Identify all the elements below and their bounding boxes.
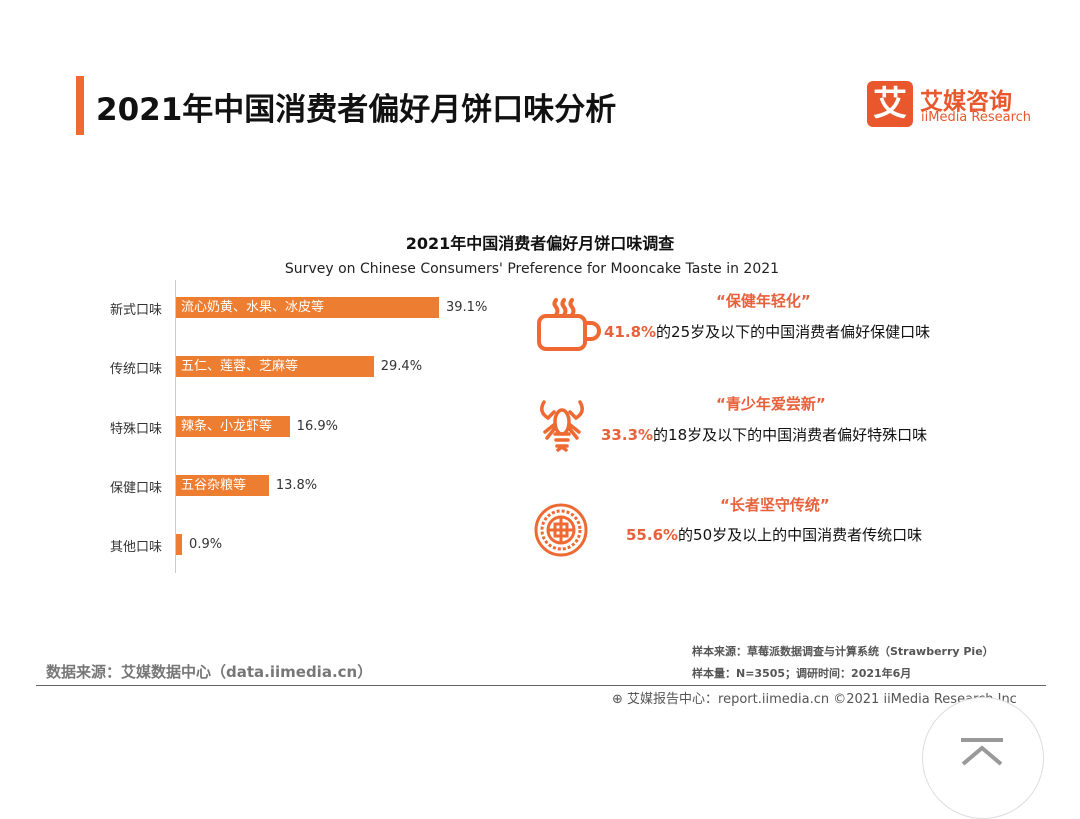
bar-label: 流心奶黄、水果、冰皮等 <box>181 300 325 315</box>
bar <box>176 416 290 437</box>
insight-pct: 41.8% <box>604 323 657 341</box>
logo-cn: 艾媒咨询 <box>920 89 1012 115</box>
insight-text: 55.6%的50岁及以上的中国消费者传统口味 <box>626 524 922 545</box>
insight-heading: “青少年爱尝新” <box>716 395 826 413</box>
bar <box>176 475 269 496</box>
category-label: 保健口味 <box>109 481 162 496</box>
bar-label: 五谷杂粮等 <box>181 478 247 493</box>
bar <box>176 534 183 555</box>
insight-text: 33.3%的18岁及以下的中国消费者偏好特殊口味 <box>601 424 927 445</box>
data-source: 数据来源：艾媒数据中心（data.iimedia.cn） <box>46 663 373 681</box>
logo-mark: 艾 <box>867 81 913 127</box>
category-label: 传统口味 <box>109 362 162 377</box>
footer-copyright: ⊕ 艾媒报告中心：report.iimedia.cn ©2021 iiMedia… <box>612 688 1017 707</box>
globe-icon: ⊕ <box>612 692 628 707</box>
chart-subtitle: Survey on Chinese Consumers' Preference … <box>284 261 780 277</box>
y-axis-line <box>175 280 176 573</box>
crayfish-icon <box>540 400 584 452</box>
category-label: 特殊口味 <box>109 422 162 437</box>
scroll-to-top-button[interactable] <box>922 697 1044 819</box>
footer-divider <box>36 685 1046 686</box>
bar-label: 辣条、小龙虾等 <box>181 419 273 434</box>
arrow-up-icon <box>961 738 1003 766</box>
page-title: 2021年中国消费者偏好月饼口味分析 <box>96 92 617 128</box>
bar-label: 五仁、莲蓉、芝麻等 <box>181 359 299 374</box>
sample-source: 样本来源：草莓派数据调查与计算系统（Strawberry Pie） <box>692 645 994 658</box>
category-label: 其他口味 <box>109 540 162 555</box>
value-label: 39.1% <box>446 300 488 315</box>
value-label: 0.9% <box>189 537 223 552</box>
insight-pct: 55.6% <box>626 526 679 544</box>
bar <box>176 297 439 318</box>
sample-size: 样本量：N=3505；调研时间：2021年6月 <box>692 667 912 680</box>
category-label: 新式口味 <box>109 303 162 318</box>
insight-text: 41.8%的25岁及以下的中国消费者偏好保健口味 <box>604 321 930 342</box>
insight-pct: 33.3% <box>601 426 654 444</box>
insight-heading: “保健年轻化” <box>716 292 811 310</box>
cup-icon <box>537 298 601 351</box>
value-label: 29.4% <box>380 359 423 374</box>
insight-desc: 的50岁及以上的中国消费者传统口味 <box>678 526 923 544</box>
insight-heading: “长者坚守传统” <box>720 496 830 514</box>
mooncake-icon <box>534 503 588 557</box>
value-label: 13.8% <box>275 478 318 493</box>
insight-desc: 的18岁及以下的中国消费者偏好特殊口味 <box>653 426 928 444</box>
bar <box>176 356 374 377</box>
insight-desc: 的25岁及以下的中国消费者偏好保健口味 <box>656 323 931 341</box>
value-label: 16.9% <box>296 419 338 434</box>
title-accent-bar <box>76 76 84 135</box>
logo-en: iiMedia Research <box>921 110 1032 125</box>
copyright-text: 艾媒报告中心：report.iimedia.cn ©2021 iiMedia R… <box>627 692 1017 707</box>
chart-title: 2021年中国消费者偏好月饼口味调查 <box>405 234 675 253</box>
